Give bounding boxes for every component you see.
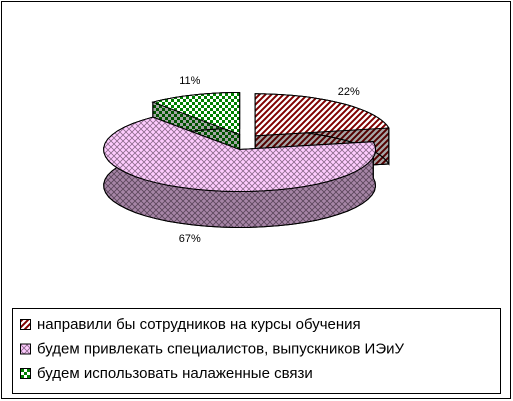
slice (103, 116, 377, 229)
pie: 22% 67% 11% (103, 75, 390, 245)
slice-top (103, 116, 377, 193)
legend-label: будем привлекать специалистов, выпускник… (37, 340, 404, 357)
legend-box (12, 308, 501, 394)
data-label: 67% (179, 233, 201, 245)
legend-swatch (20, 368, 31, 379)
slice-top (254, 93, 390, 137)
legend-swatch (20, 343, 31, 355)
slice-top (151, 92, 241, 136)
legend-swatch (20, 319, 31, 330)
data-label: 11% (179, 75, 200, 87)
legend-label: будем использовать налаженные связи (37, 365, 313, 382)
data-label: 22% (338, 86, 360, 98)
legend: направили бы сотрудников на курсы обучен… (20, 316, 404, 382)
legend-label: направили бы сотрудников на курсы обучен… (37, 316, 361, 333)
